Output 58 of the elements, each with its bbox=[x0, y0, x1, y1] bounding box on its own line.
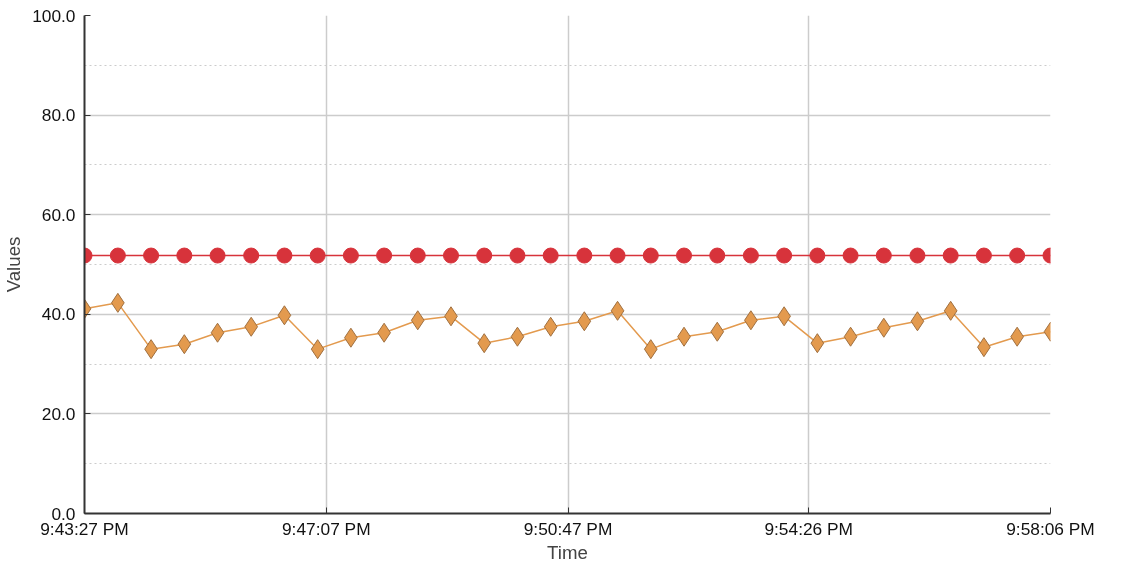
y-axis-title: Values bbox=[3, 236, 25, 293]
point bbox=[477, 333, 492, 354]
point bbox=[943, 300, 958, 321]
point bbox=[442, 247, 459, 264]
point bbox=[476, 247, 493, 264]
point bbox=[543, 316, 558, 337]
point bbox=[510, 326, 525, 347]
point bbox=[410, 310, 425, 331]
point bbox=[177, 334, 192, 355]
y-tick-label: 80.0 bbox=[41, 105, 76, 126]
point bbox=[609, 247, 626, 264]
point bbox=[243, 247, 260, 264]
point bbox=[676, 247, 693, 264]
point bbox=[276, 247, 293, 264]
point bbox=[910, 311, 925, 332]
x-tick-label: 9:50:47 PM bbox=[523, 518, 613, 539]
point bbox=[610, 300, 625, 321]
point bbox=[809, 247, 826, 264]
point bbox=[942, 247, 959, 264]
point bbox=[210, 322, 225, 343]
point bbox=[742, 247, 759, 264]
point bbox=[143, 247, 160, 264]
point bbox=[710, 321, 725, 342]
x-axis-title: Time bbox=[547, 541, 588, 563]
point bbox=[975, 247, 992, 264]
point bbox=[509, 247, 526, 264]
y-tick-label: 0.0 bbox=[51, 503, 76, 524]
point bbox=[577, 311, 592, 332]
point bbox=[310, 339, 325, 360]
x-tick-label: 9:54:26 PM bbox=[764, 518, 854, 539]
point bbox=[409, 247, 426, 264]
point bbox=[843, 326, 858, 347]
point bbox=[842, 247, 859, 264]
x-tick-label: 9:47:07 PM bbox=[281, 518, 371, 539]
x-tick-label: 9:58:06 PM bbox=[1006, 518, 1095, 539]
point bbox=[642, 247, 659, 264]
point bbox=[776, 247, 793, 264]
point bbox=[244, 316, 259, 337]
point bbox=[875, 247, 892, 264]
point bbox=[876, 317, 891, 338]
point bbox=[576, 247, 593, 264]
point bbox=[342, 247, 359, 264]
point bbox=[542, 247, 559, 264]
point bbox=[1009, 247, 1026, 264]
point bbox=[810, 333, 825, 354]
y-tick-label: 100.0 bbox=[32, 5, 76, 26]
point bbox=[309, 247, 326, 264]
point bbox=[277, 305, 292, 326]
point bbox=[376, 247, 393, 264]
y-tick-label: 40.0 bbox=[41, 304, 76, 325]
y-tick-label: 60.0 bbox=[41, 204, 76, 225]
point bbox=[176, 247, 193, 264]
point bbox=[209, 247, 226, 264]
point bbox=[909, 247, 926, 264]
y-tick-label: 20.0 bbox=[41, 403, 76, 424]
point bbox=[709, 247, 726, 264]
point bbox=[643, 339, 658, 360]
point bbox=[109, 247, 126, 264]
